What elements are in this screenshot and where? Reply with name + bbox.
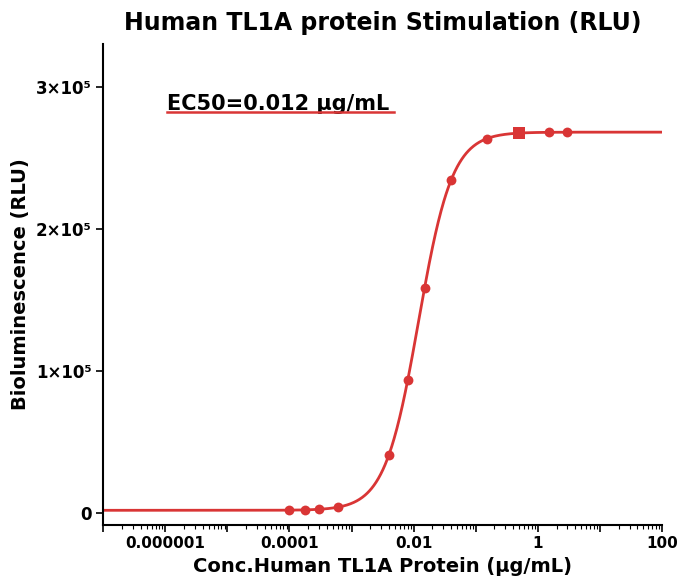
Point <box>384 450 395 460</box>
Text: EC50=0.012 μg/mL: EC50=0.012 μg/mL <box>167 95 390 114</box>
Point <box>300 505 311 515</box>
Point <box>402 376 413 385</box>
Point <box>313 505 325 514</box>
Point <box>446 176 457 185</box>
Point <box>543 127 554 137</box>
Title: Human TL1A protein Stimulation (RLU): Human TL1A protein Stimulation (RLU) <box>124 11 641 35</box>
Point <box>481 134 492 143</box>
Point <box>419 283 430 292</box>
Y-axis label: Bioluminescence (RLU): Bioluminescence (RLU) <box>11 158 30 410</box>
Point <box>562 127 573 137</box>
Point <box>332 502 343 512</box>
Point <box>284 505 295 515</box>
Point <box>513 129 524 138</box>
X-axis label: Conc.Human TL1A Protein (μg/mL): Conc.Human TL1A Protein (μg/mL) <box>193 557 572 576</box>
